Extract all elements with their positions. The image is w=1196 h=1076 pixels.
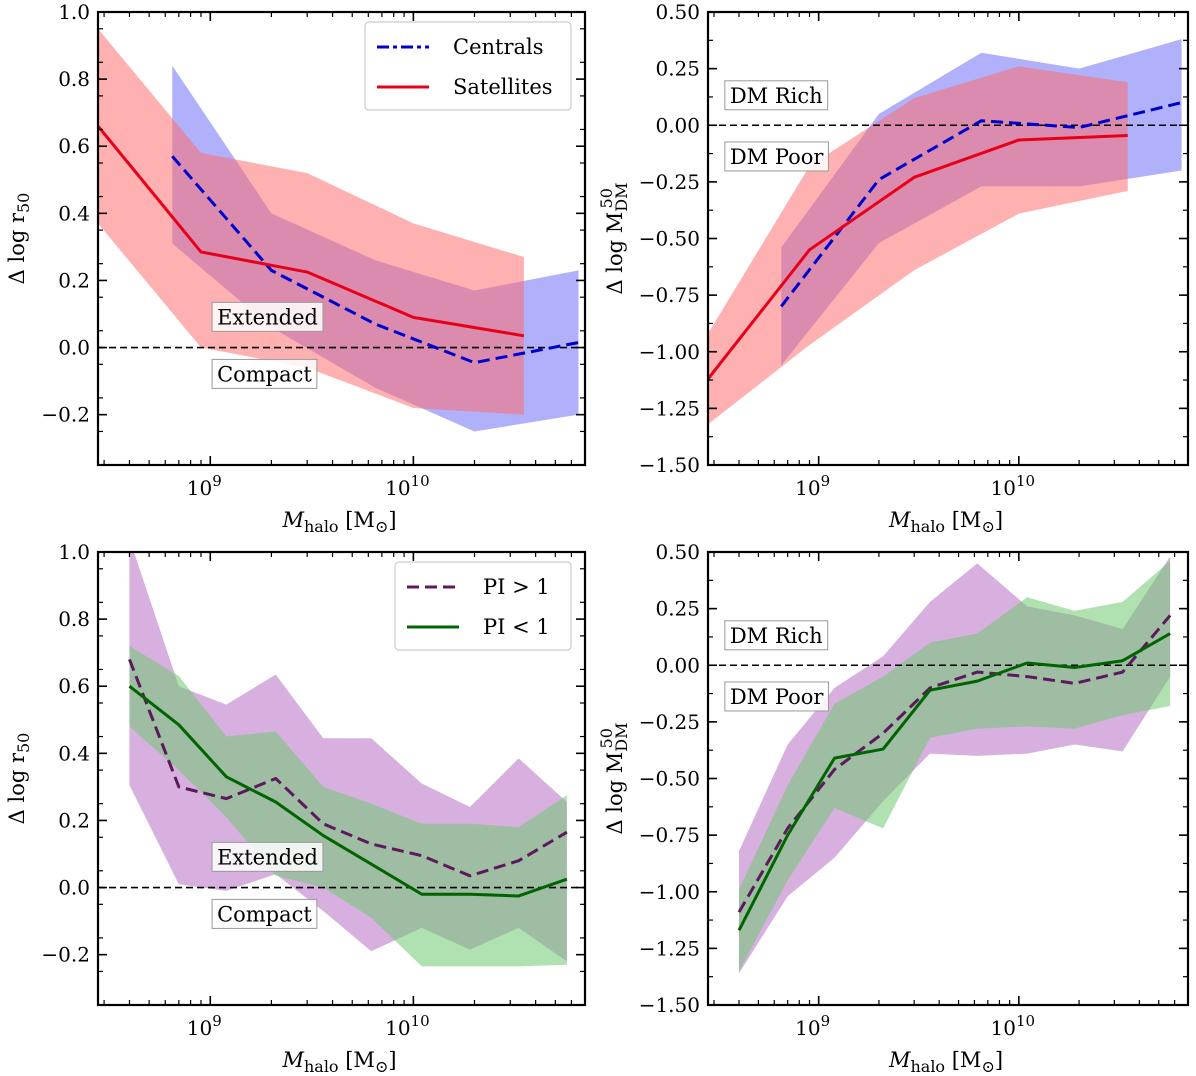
y-tick-label: −0.50 bbox=[639, 767, 700, 791]
y-tick-label: 0.25 bbox=[655, 57, 700, 81]
y-tick-label: −0.75 bbox=[639, 823, 700, 847]
y-tick-label: −0.25 bbox=[639, 170, 700, 194]
y-tick-label: 0.6 bbox=[58, 134, 90, 158]
y-tick-label: 0.2 bbox=[58, 808, 90, 832]
annotation-box bbox=[724, 681, 829, 712]
y-tick-label: 0.4 bbox=[58, 201, 90, 225]
y-tick-label: 0.8 bbox=[58, 67, 90, 91]
y-tick-label: 0.0 bbox=[58, 336, 90, 360]
plot-area bbox=[98, 28, 585, 432]
x-axis-label: Mhalo [M⊙] bbox=[281, 508, 396, 536]
annotation-dm-poor: DM Poor bbox=[730, 145, 825, 169]
y-tick-label: 0.25 bbox=[655, 597, 700, 621]
x-tick-label: 109 bbox=[795, 472, 830, 500]
series-line-centrals bbox=[171, 155, 579, 365]
x-axis-label: Mhalo [M⊙] bbox=[281, 1048, 396, 1076]
annotation-dm-rich: DM Rich bbox=[730, 624, 823, 648]
y-tick-label: 0.2 bbox=[58, 268, 90, 292]
plot-area bbox=[708, 556, 1188, 974]
annotation-box bbox=[724, 141, 829, 172]
y-tick-label: −1.25 bbox=[639, 936, 700, 960]
annotation-box bbox=[724, 80, 829, 111]
legend-label: Satellites bbox=[453, 75, 553, 99]
y-tick-label: 0.4 bbox=[58, 741, 90, 765]
annotation-dm-poor: DM Poor bbox=[730, 685, 825, 709]
band-pi-1 bbox=[739, 561, 1171, 972]
y-tick-label: −0.75 bbox=[639, 283, 700, 307]
axes-frame bbox=[96, 550, 587, 1007]
y-tick-label: −1.50 bbox=[639, 453, 700, 477]
legend: PI > 1 PI < 1 bbox=[394, 561, 572, 651]
series-line-pi-1 bbox=[128, 658, 568, 878]
plot-area bbox=[708, 39, 1188, 425]
y-tick-label: 0.50 bbox=[655, 540, 700, 564]
annotation-dm-rich: DM Rich bbox=[730, 84, 823, 108]
x-axis-label: Mhalo [M⊙] bbox=[888, 508, 1003, 536]
y-tick-label: −0.50 bbox=[639, 227, 700, 251]
x-tick-label: 109 bbox=[187, 1012, 222, 1040]
annotation-extended: Extended bbox=[217, 305, 318, 329]
band-pi-1 bbox=[129, 645, 567, 967]
annotation-extended: Extended bbox=[217, 845, 318, 869]
y-axis-label: Δ log r50 bbox=[5, 733, 33, 825]
legend: Centrals Satellites bbox=[364, 21, 572, 111]
axes-frame bbox=[96, 10, 587, 467]
y-tick-label: 0.6 bbox=[58, 674, 90, 698]
x-tick-label: 109 bbox=[795, 1012, 830, 1040]
y-tick-label: −1.50 bbox=[639, 993, 700, 1017]
y-tick-label: −0.25 bbox=[639, 710, 700, 734]
y-tick-label: −0.2 bbox=[41, 403, 90, 427]
legend-label: PI < 1 bbox=[483, 615, 550, 639]
annotation-box bbox=[211, 841, 324, 872]
y-tick-label: −1.00 bbox=[639, 340, 700, 364]
y-tick-label: 0.50 bbox=[655, 0, 700, 24]
annotation-box bbox=[211, 358, 318, 389]
y-axis-label: Δ log MDM50 bbox=[597, 722, 631, 834]
y-tick-label: 0.0 bbox=[58, 876, 90, 900]
x-tick-label: 1010 bbox=[385, 472, 430, 500]
y-tick-label: 1.0 bbox=[58, 540, 90, 564]
y-axis-label: Δ log MDM50 bbox=[597, 182, 631, 294]
annotation-box bbox=[211, 301, 324, 332]
y-tick-label: −0.2 bbox=[41, 943, 90, 967]
y-tick-label: 0.00 bbox=[655, 113, 700, 137]
panel-top-left: Extended Compact −0.2 0.0 0.2 0.4 0.6 0.8 1.0 109… bbox=[5, 0, 587, 536]
legend-label: Centrals bbox=[453, 35, 544, 59]
band-satellites bbox=[708, 66, 1128, 425]
panel-bottom-right: DM Rich DM Poor −1.50 −1.25 −1.00 −0.75 −0.50 −… bbox=[597, 540, 1190, 1076]
y-tick-label: 1.0 bbox=[58, 0, 90, 24]
y-tick-label: −1.25 bbox=[639, 396, 700, 420]
y-tick-label: 0.00 bbox=[655, 653, 700, 677]
y-axis-label: Δ log r50 bbox=[5, 193, 33, 285]
panel-bottom-left: Extended Compact −0.2 0.0 0.2 0.4 0.6 0.8 1.0 109… bbox=[5, 540, 587, 1076]
annotation-box bbox=[724, 620, 829, 651]
annotation-box bbox=[211, 898, 318, 929]
y-tick-label: −1.00 bbox=[639, 880, 700, 904]
y-tick-label: 0.8 bbox=[58, 607, 90, 631]
x-axis-label: Mhalo [M⊙] bbox=[888, 1048, 1003, 1076]
annotation-compact: Compact bbox=[217, 902, 312, 926]
x-tick-label: 109 bbox=[187, 472, 222, 500]
series-line-pi-1 bbox=[128, 685, 568, 898]
x-tick-label: 1010 bbox=[385, 1012, 430, 1040]
annotation-compact: Compact bbox=[217, 362, 312, 386]
panel-top-right: DM Rich DM Poor −1.50 −1.25 −1.00 −0.75 −0.50 −… bbox=[597, 0, 1190, 536]
legend-label: PI > 1 bbox=[483, 575, 550, 599]
series-line-pi-1 bbox=[737, 632, 1171, 931]
x-tick-label: 1010 bbox=[991, 472, 1036, 500]
x-tick-label: 1010 bbox=[991, 1012, 1036, 1040]
